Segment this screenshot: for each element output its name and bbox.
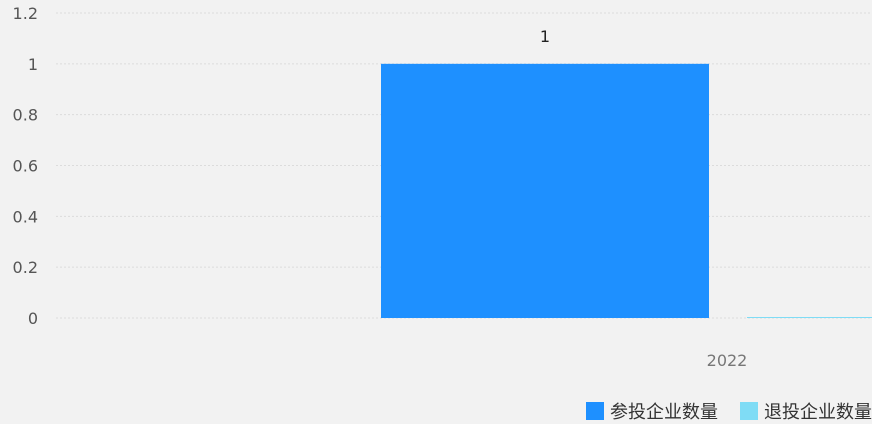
- legend-swatch-series-2: [740, 402, 758, 420]
- legend-label-series-2: 退投企业数量: [764, 402, 872, 423]
- x-tick-label: 2022: [707, 351, 748, 370]
- y-tick-label: 0.4: [13, 207, 38, 226]
- legend-item-series-1[interactable]: 参投企业数量: [586, 398, 718, 424]
- y-tick-label: 0.2: [13, 258, 38, 277]
- legend-label-series-1: 参投企业数量: [610, 402, 718, 423]
- y-tick-label: 1.2: [13, 4, 38, 23]
- data-labels: 1: [540, 27, 550, 46]
- legend: 参投企业数量 退投企业数量: [564, 398, 872, 424]
- y-tick-label: 1: [28, 55, 38, 74]
- data-label-series-1: 1: [540, 27, 550, 46]
- bars: [381, 63, 872, 319]
- x-axis-ticks: 2022: [707, 351, 748, 370]
- y-axis-ticks: 0 0.2 0.4 0.6 0.8 1 1.2: [13, 4, 38, 328]
- y-tick-label: 0.8: [13, 106, 38, 125]
- y-tick-label: 0: [28, 309, 38, 328]
- bar-series-1[interactable]: [381, 63, 709, 319]
- y-tick-label: 0.6: [13, 157, 38, 176]
- legend-swatch-series-1: [586, 402, 604, 420]
- legend-item-series-2[interactable]: 退投企业数量: [740, 398, 872, 424]
- bar-series-2[interactable]: [747, 317, 872, 318]
